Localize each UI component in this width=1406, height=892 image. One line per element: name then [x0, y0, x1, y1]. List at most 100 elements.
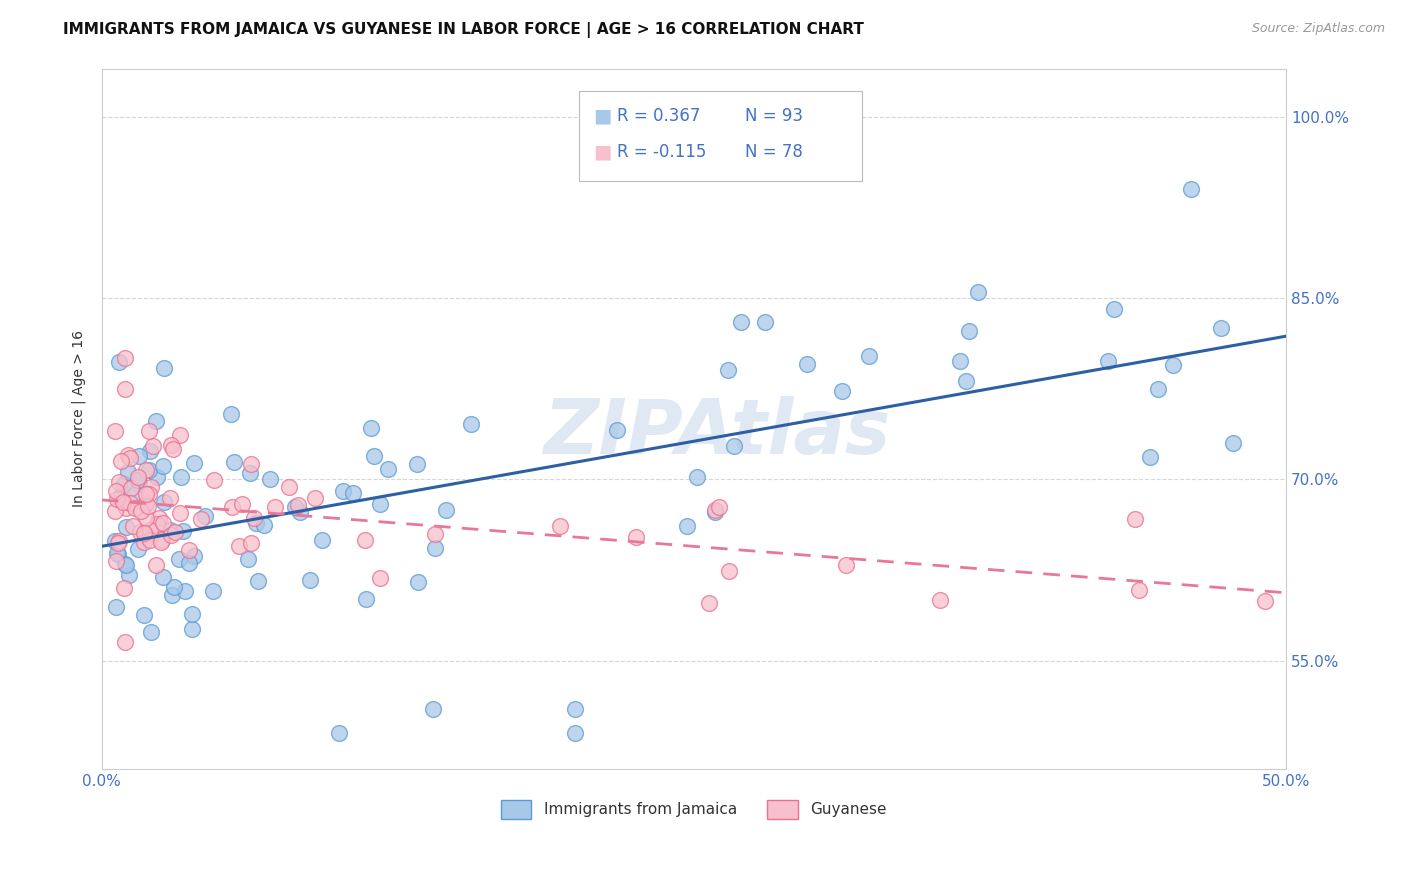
Point	[124, 500, 146, 515]
Point	[697, 596, 720, 610]
Point	[284, 500, 307, 514]
Point	[304, 491, 326, 505]
Point	[240, 457, 263, 471]
Point	[105, 600, 128, 615]
Point	[368, 497, 391, 511]
Point	[104, 534, 127, 549]
Text: N = 93: N = 93	[745, 107, 803, 125]
Point	[135, 463, 157, 477]
Point	[107, 546, 129, 560]
Point	[111, 495, 134, 509]
Point	[165, 525, 187, 540]
Point	[108, 354, 131, 368]
Point	[1128, 582, 1150, 597]
Point	[139, 443, 162, 458]
Point	[135, 510, 157, 524]
Point	[145, 414, 167, 428]
Point	[172, 524, 194, 538]
Point	[134, 534, 156, 549]
Point	[124, 487, 146, 501]
Point	[194, 508, 217, 523]
Point	[107, 547, 129, 561]
Point	[957, 324, 980, 338]
Point	[311, 533, 333, 548]
Point	[245, 516, 267, 531]
Point	[858, 349, 880, 363]
Point	[796, 357, 818, 371]
Point	[139, 524, 162, 538]
Point	[153, 361, 176, 376]
Point	[118, 495, 141, 509]
Point	[831, 384, 853, 398]
Point	[145, 558, 167, 572]
Point	[606, 423, 628, 437]
Point	[139, 533, 162, 547]
Point	[159, 491, 181, 506]
Point	[107, 536, 129, 550]
Point	[114, 635, 136, 649]
Point	[406, 574, 429, 589]
Point	[231, 497, 253, 511]
Point	[128, 524, 150, 539]
Point	[564, 726, 586, 740]
Point	[150, 533, 173, 548]
Point	[105, 491, 128, 506]
Point	[153, 495, 176, 509]
Point	[717, 565, 740, 579]
Point	[1104, 302, 1126, 317]
Text: ZIPAtlas: ZIPAtlas	[544, 396, 891, 470]
Point	[108, 475, 131, 489]
Point	[118, 567, 141, 582]
Point	[132, 607, 155, 622]
Point	[626, 530, 648, 544]
Point	[1211, 321, 1233, 335]
Point	[406, 457, 429, 471]
Point	[169, 469, 191, 483]
Point	[717, 363, 740, 377]
Point	[169, 428, 191, 442]
Point	[152, 570, 174, 584]
Point	[135, 496, 157, 510]
Y-axis label: In Labor Force | Age > 16: In Labor Force | Age > 16	[72, 330, 86, 508]
Point	[134, 497, 156, 511]
Point	[104, 424, 127, 438]
Point	[167, 552, 190, 566]
Point	[134, 529, 156, 543]
Point	[104, 504, 127, 518]
Point	[221, 500, 243, 515]
Point	[152, 459, 174, 474]
Point	[135, 487, 157, 501]
Point	[460, 417, 482, 431]
Point	[425, 541, 447, 555]
Point	[181, 622, 204, 636]
Point	[163, 580, 186, 594]
Point	[117, 465, 139, 479]
Point	[114, 382, 136, 396]
Point	[181, 607, 204, 621]
Point	[159, 523, 181, 537]
Point	[183, 549, 205, 564]
Point	[730, 315, 752, 329]
Point	[243, 511, 266, 525]
Point	[288, 505, 311, 519]
Point	[1254, 594, 1277, 608]
Point	[703, 502, 725, 516]
Point	[370, 571, 392, 585]
Point	[360, 421, 382, 435]
Point	[967, 285, 990, 299]
Text: R = -0.115: R = -0.115	[617, 143, 707, 161]
Point	[754, 315, 776, 329]
Point	[121, 518, 143, 533]
Point	[202, 473, 225, 487]
Point	[835, 558, 858, 572]
Point	[434, 503, 457, 517]
Point	[129, 503, 152, 517]
Point	[142, 439, 165, 453]
Point	[104, 484, 127, 499]
Point	[1222, 435, 1244, 450]
Point	[190, 511, 212, 525]
Point	[120, 451, 142, 466]
Point	[107, 533, 129, 548]
Point	[127, 541, 149, 556]
Point	[115, 558, 138, 572]
